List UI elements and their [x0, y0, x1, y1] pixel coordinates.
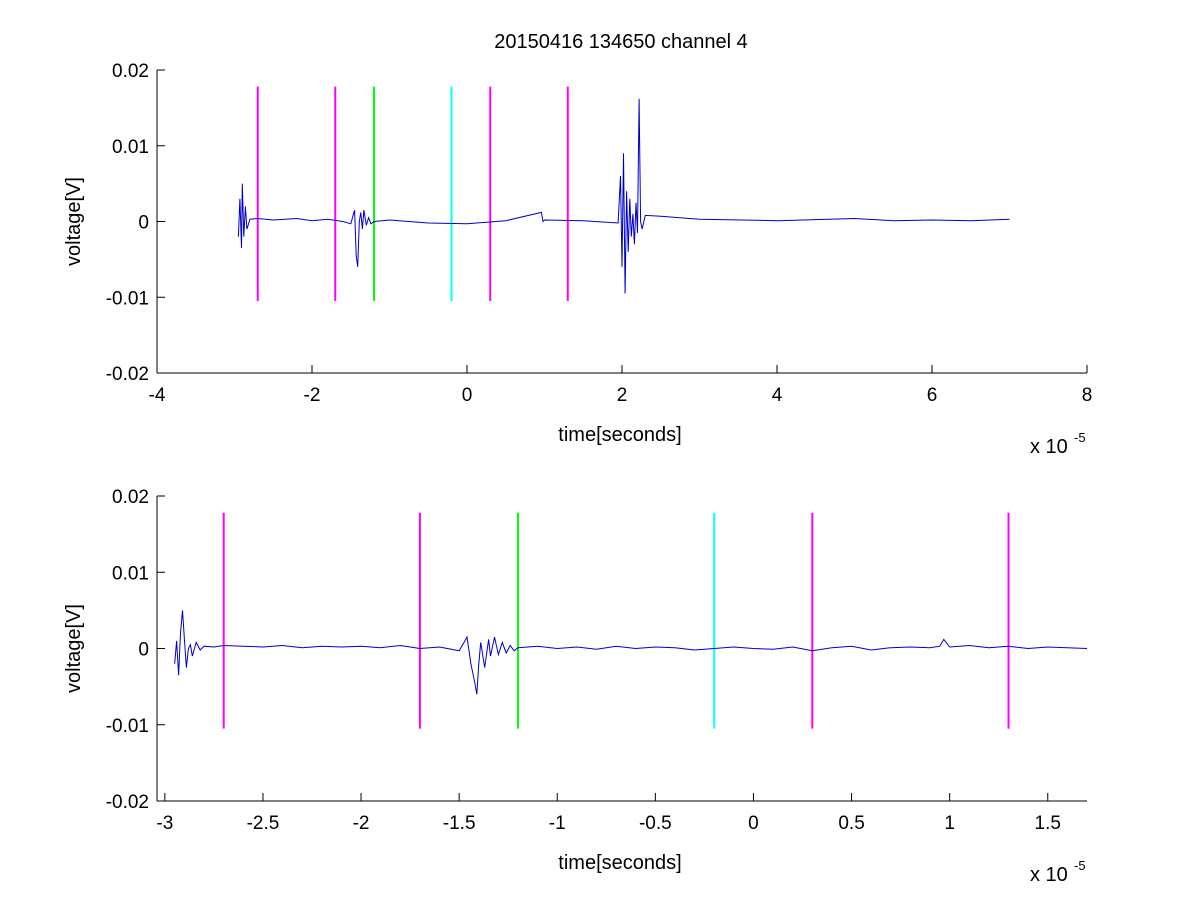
x-tick-label: 8: [1082, 385, 1093, 406]
x-axis-multiplier: x 10: [1030, 436, 1068, 458]
x-tick-label: -0.5: [639, 813, 672, 834]
y-tick-label: -0.01: [106, 288, 149, 309]
x-tick-label: 1.5: [1035, 813, 1061, 834]
bottom-plot-panel: -3 -2.5 -2 -1.5 -1 -0.5 0 0.5 1 1.5 -0.02 -0.01 0 0.0…: [63, 487, 1088, 886]
top-plot-panel: -4 -2 0 2 4 6 8 -0.02 -0.01 0 0.01 0.02 time[seconds…: [63, 61, 1092, 458]
x-tick-label: -1: [549, 813, 566, 834]
x-tick-label: -2.5: [247, 813, 280, 834]
x-tick-label: 6: [927, 385, 938, 406]
x-tick-label: 1: [944, 813, 955, 834]
y-tick-label: 0.02: [112, 61, 149, 82]
x-tick-label: -1.5: [443, 813, 476, 834]
x-tick-label: -2: [353, 813, 370, 834]
y-tick-label: 0: [138, 213, 149, 234]
plot-area: [157, 496, 1087, 801]
x-axis-multiplier-exponent: -5: [1074, 858, 1086, 873]
x-axis-label: time[seconds]: [558, 424, 681, 446]
y-axis-label: voltage[V]: [63, 177, 85, 266]
plot-area: [157, 70, 1087, 373]
y-tick-label: -0.01: [106, 716, 149, 737]
x-tick-label: -4: [149, 385, 166, 406]
x-tick-label: -2: [304, 385, 321, 406]
x-tick-label: -3: [156, 813, 173, 834]
x-axis-label: time[seconds]: [558, 852, 681, 874]
y-tick-label: -0.02: [106, 364, 149, 385]
y-tick-label: -0.02: [106, 792, 149, 813]
y-axis-label: voltage[V]: [63, 604, 85, 693]
x-axis-multiplier-exponent: -5: [1074, 430, 1086, 445]
x-tick-label: 2: [617, 385, 628, 406]
series-line: [174, 610, 1088, 695]
y-tick-label: 0: [138, 640, 149, 661]
x-tick-label: 0: [748, 813, 759, 834]
y-tick-label: 0.02: [112, 487, 149, 508]
y-tick-label: 0.01: [112, 137, 149, 158]
x-tick-label: 4: [772, 385, 783, 406]
x-tick-label: 0.5: [838, 813, 864, 834]
x-tick-label: 0: [462, 385, 473, 406]
y-tick-label: 0.01: [112, 563, 149, 584]
figure-title: 20150416 134650 channel 4: [494, 31, 748, 53]
x-axis-multiplier: x 10: [1030, 864, 1068, 886]
series-line: [237, 98, 1010, 294]
